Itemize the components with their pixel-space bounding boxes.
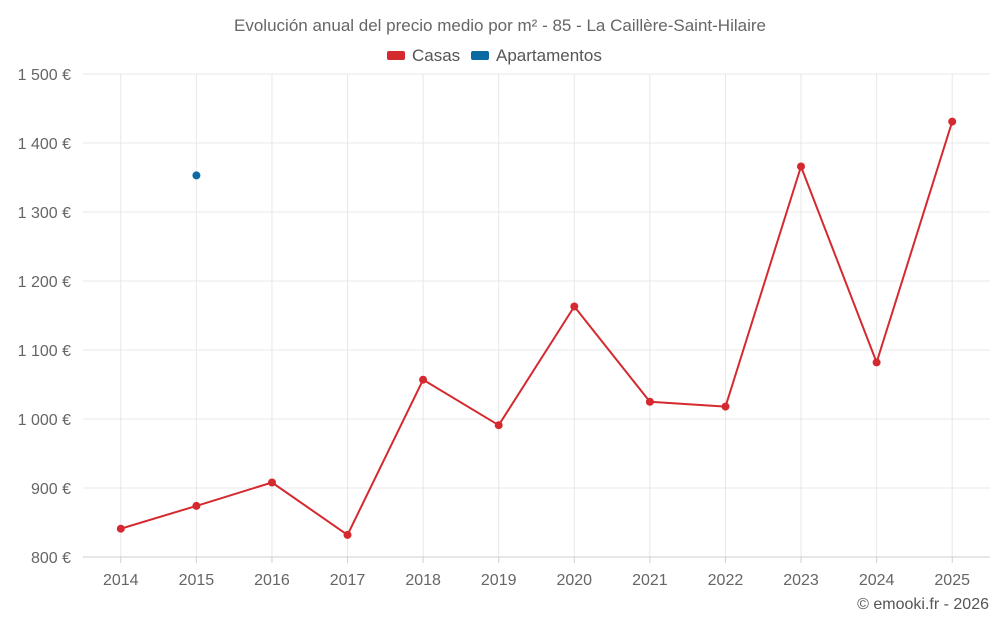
y-axis-ticks: 800 € 900 € 1 000 € 1 100 € 1 200 € 1 300 € 1 … — [18, 67, 71, 567]
y-tick-label: 1 400 € — [18, 136, 71, 153]
y-tick-label: 1 000 € — [18, 412, 71, 429]
legend: Casas Apartamentos — [387, 46, 602, 65]
data-point-casas-2015[interactable] — [192, 501, 201, 510]
credit-text: © emooki.fr - 2026 — [857, 596, 989, 613]
chart-title: Evolución anual del precio medio por m² … — [234, 16, 766, 35]
y-tick-label: 1 500 € — [18, 67, 71, 84]
data-point-casas-2025[interactable] — [948, 117, 957, 126]
x-tick-label: 2024 — [859, 572, 895, 589]
legend-label-casas[interactable]: Casas — [412, 46, 460, 65]
data-point-casas-2022[interactable] — [721, 402, 730, 411]
data-point-casas-2016[interactable] — [268, 478, 276, 487]
y-tick-label: 1 200 € — [18, 274, 71, 291]
data-point-casas-2019[interactable] — [494, 421, 503, 430]
x-tick-label: 2025 — [934, 572, 970, 589]
series — [116, 117, 957, 539]
x-tick-label: 2014 — [103, 572, 139, 589]
x-tick-label: 2016 — [254, 572, 290, 589]
x-tick-label: 2018 — [405, 572, 441, 589]
y-tick-label: 800 € — [31, 550, 71, 567]
legend-swatch-apartamentos — [471, 51, 489, 60]
data-point-casas-2023[interactable] — [797, 162, 805, 171]
x-tick-label: 2023 — [783, 572, 819, 589]
y-tick-label: 900 € — [31, 481, 71, 498]
data-point-casas-2014[interactable] — [116, 524, 125, 533]
x-tick-label: 2021 — [632, 572, 668, 589]
x-tick-label: 2022 — [708, 572, 744, 589]
axes — [83, 556, 990, 563]
x-axis-ticks: 2014 2015 2016 2017 2018 2019 2020 2021 2022 2023… — [103, 572, 970, 589]
x-tick-label: 2020 — [556, 572, 592, 589]
x-tick-label: 2017 — [330, 572, 366, 589]
data-point-casas-2021[interactable] — [645, 397, 654, 406]
data-point-casas-2020[interactable] — [570, 302, 579, 311]
legend-label-apartamentos[interactable]: Apartamentos — [496, 46, 602, 65]
data-point-apartamentos-2015[interactable] — [192, 171, 201, 180]
legend-swatch-casas — [387, 51, 405, 60]
series-line-casas — [120, 121, 954, 536]
y-tick-label: 1 100 € — [18, 343, 71, 360]
data-point-casas-2018[interactable] — [419, 375, 428, 384]
y-tick-label: 1 300 € — [18, 205, 71, 222]
data-point-casas-2017[interactable] — [343, 530, 352, 539]
x-tick-label: 2019 — [481, 572, 517, 589]
data-point-casas-2024[interactable] — [872, 358, 881, 367]
grid — [83, 73, 990, 557]
x-tick-label: 2015 — [179, 572, 215, 589]
